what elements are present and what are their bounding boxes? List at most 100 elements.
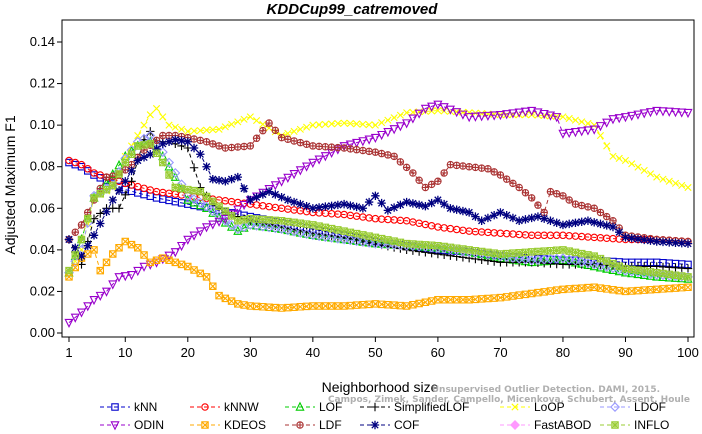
- data-point: [221, 123, 229, 131]
- data-point: [359, 231, 367, 239]
- data-point: [671, 179, 680, 187]
- data-point: [595, 122, 606, 132]
- data-point: [534, 201, 542, 209]
- data-point: [421, 298, 430, 306]
- data-point: [614, 114, 624, 124]
- data-point: [364, 237, 375, 248]
- legend-label: KDEOS: [224, 418, 266, 432]
- data-point: [271, 190, 280, 199]
- data-point: [146, 258, 155, 267]
- data-point: [321, 143, 330, 151]
- data-point: [227, 174, 236, 184]
- data-point: [346, 228, 355, 237]
- data-point: [653, 173, 661, 181]
- data-point: [402, 163, 411, 172]
- data-point: [309, 121, 317, 129]
- data-point: [115, 244, 123, 252]
- data-point: [634, 266, 642, 274]
- data-point: [277, 193, 286, 202]
- data-point: [683, 108, 693, 119]
- data-point: [402, 239, 411, 248]
- data-point: [439, 199, 449, 209]
- series-cof: [64, 135, 693, 261]
- data-point: [415, 299, 423, 308]
- series-line: [68, 103, 689, 323]
- data-point: [527, 106, 537, 117]
- data-point: [159, 158, 167, 167]
- data-point: [208, 220, 218, 230]
- data-point: [633, 234, 643, 244]
- data-point: [396, 111, 404, 119]
- data-point: [534, 288, 542, 297]
- y-tick-label: 0.12: [30, 76, 55, 91]
- data-point: [127, 166, 136, 176]
- data-point: [365, 147, 373, 156]
- x-tick-label: 60: [431, 345, 445, 360]
- data-point: [209, 126, 217, 134]
- x-tick-label: 70: [493, 345, 507, 360]
- legend-label: LOF: [319, 400, 342, 414]
- legend-label: COF: [394, 418, 419, 432]
- data-point: [396, 238, 405, 247]
- data-point: [552, 113, 562, 123]
- data-point: [421, 248, 430, 257]
- y-tick-label: 0.08: [30, 159, 55, 174]
- data-point: [277, 217, 286, 225]
- data-point: [146, 140, 155, 148]
- data-point: [145, 130, 156, 141]
- data-point: [83, 302, 93, 312]
- data-point: [577, 217, 586, 226]
- data-point: [577, 249, 586, 258]
- y-tick-label: 0.10: [30, 117, 55, 132]
- data-point: [527, 289, 536, 298]
- data-point: [458, 206, 468, 216]
- data-point: [121, 166, 130, 174]
- data-point: [89, 295, 99, 306]
- data-point: [152, 256, 161, 264]
- data-point: [371, 233, 380, 242]
- data-point: [364, 197, 374, 207]
- data-point: [190, 186, 198, 195]
- data-point: [646, 170, 655, 178]
- data-point: [534, 247, 542, 256]
- legend-marker: [111, 403, 119, 411]
- data-point: [383, 206, 393, 215]
- data-point: [114, 204, 124, 213]
- data-point: [515, 291, 523, 299]
- data-point: [520, 254, 531, 265]
- legend-marker: [511, 403, 519, 411]
- data-point: [64, 235, 74, 244]
- data-point: [471, 212, 480, 221]
- data-point: [259, 127, 267, 135]
- x-tick-label: 40: [306, 345, 320, 360]
- data-point: [309, 142, 317, 150]
- data-point: [233, 172, 243, 182]
- legend-item-fastabod: FastABOD: [500, 418, 592, 432]
- data-point: [121, 152, 129, 160]
- data-point: [665, 238, 674, 247]
- data-point: [209, 282, 217, 290]
- data-point: [640, 267, 648, 275]
- data-point: [227, 120, 236, 128]
- data-point: [539, 214, 549, 223]
- data-point: [683, 239, 693, 248]
- data-point: [183, 137, 192, 146]
- legend-marker: [610, 402, 620, 412]
- data-point: [258, 190, 268, 199]
- data-point: [126, 271, 137, 281]
- data-point: [390, 152, 398, 160]
- data-point: [109, 181, 117, 190]
- data-point: [115, 170, 123, 178]
- data-point: [664, 107, 674, 117]
- data-point: [571, 116, 580, 124]
- data-point: [514, 253, 525, 264]
- data-point: [365, 232, 373, 240]
- data-point: [96, 189, 105, 198]
- data-point: [378, 119, 386, 127]
- data-point: [352, 202, 361, 212]
- data-point: [139, 262, 149, 272]
- data-point: [470, 112, 481, 122]
- y-tick-label: 0.14: [30, 34, 55, 49]
- data-point: [678, 181, 686, 190]
- data-point: [677, 239, 686, 248]
